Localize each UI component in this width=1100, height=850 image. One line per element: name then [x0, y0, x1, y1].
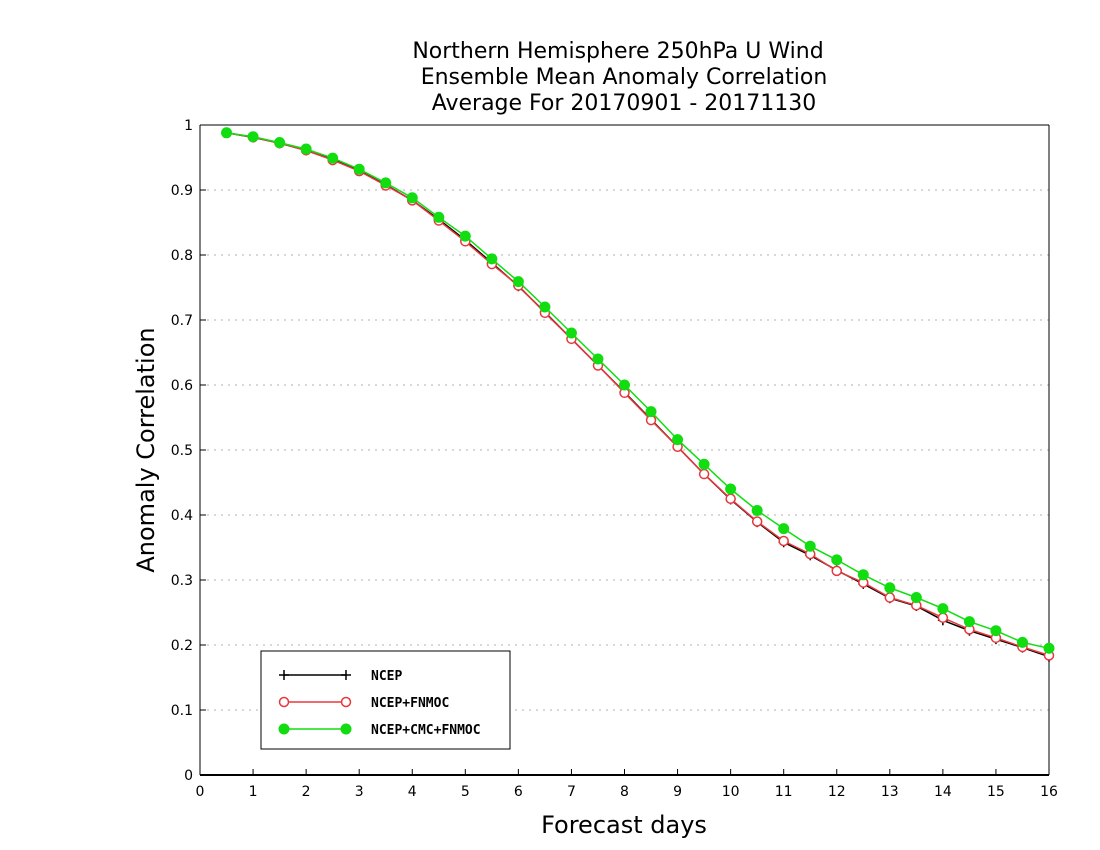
data-point [672, 434, 684, 446]
legend: NCEP NCEP+FNMOC NCEP+CMC+FNMOC [260, 650, 511, 750]
data-point [804, 540, 816, 552]
data-point [565, 327, 577, 339]
data-point [619, 379, 630, 391]
data-point [937, 603, 949, 615]
data-point [884, 592, 896, 603]
x-tick-label: 3 [355, 784, 364, 800]
legend-marker [341, 670, 351, 680]
x-tick-label: 7 [567, 784, 576, 800]
data-point [327, 152, 339, 164]
legend-item: NCEP+FNMOC [278, 696, 449, 711]
legend-label: NCEP+CMC+FNMOC [371, 723, 481, 738]
y-tick-label: 0.5 [171, 443, 193, 459]
chart-title-line-1: Northern Hemisphere 250hPa U Wind [412, 39, 823, 64]
axes: 0 1 2 3 4 5 6 7 8 9 10 11 12 13 14 15 1600.10.20.30.40.5… [171, 118, 1058, 800]
data-point [778, 535, 789, 547]
legend-label: NCEP+FNMOC [371, 696, 449, 711]
data-point [884, 582, 896, 594]
x-tick-label: 10 [722, 784, 740, 800]
legend-item: NCEP [279, 669, 402, 684]
data-point [910, 592, 922, 604]
data-series [221, 127, 1055, 662]
legend-marker [279, 670, 289, 680]
series-ncep [221, 127, 1054, 662]
x-tick-label: 8 [620, 784, 629, 800]
data-point [963, 616, 975, 628]
y-axis-label: Anomaly Correlation [132, 327, 160, 572]
legend-marker [340, 723, 352, 735]
legend-marker [278, 723, 290, 735]
data-point [539, 301, 551, 313]
data-point [406, 192, 418, 204]
y-tick-label: 0.6 [171, 378, 193, 394]
data-point [1016, 636, 1028, 648]
series-line [226, 132, 1050, 657]
data-point [380, 177, 392, 189]
legend-label: NCEP [371, 669, 402, 684]
series-ncep-cmc-fnmoc [221, 127, 1055, 654]
x-axis-label: Forecast days [541, 811, 707, 839]
y-tick-label: 0.7 [171, 313, 193, 329]
chart-title-line-2: Ensemble Mean Anomaly Correlation [421, 65, 828, 90]
data-point [433, 211, 445, 223]
y-tick-label: 0.8 [171, 248, 193, 264]
y-tick-label: 0.4 [171, 508, 193, 524]
y-tick-label: 0.9 [171, 183, 193, 199]
x-tick-label: 14 [934, 784, 952, 800]
x-tick-label: 15 [987, 784, 1005, 800]
legend-marker [278, 696, 290, 708]
data-point [274, 137, 286, 149]
data-point [751, 504, 763, 516]
x-tick-label: 16 [1040, 784, 1058, 800]
data-point [645, 406, 657, 418]
data-point [725, 483, 737, 495]
series-line [226, 132, 1050, 650]
data-point [459, 230, 471, 242]
data-point [990, 625, 1002, 637]
chart-title: Northern Hemisphere 250hPa U Wind Ensemb… [412, 39, 827, 116]
data-point [698, 458, 710, 470]
y-tick-label: 0.3 [171, 573, 193, 589]
x-tick-label: 12 [828, 784, 846, 800]
y-tick-label: 1 [184, 118, 193, 134]
x-tick-label: 1 [249, 784, 258, 800]
data-point [857, 569, 869, 581]
y-tick-label: 0 [184, 768, 193, 784]
data-point [353, 163, 365, 175]
data-point [247, 131, 259, 143]
data-point [831, 565, 842, 577]
data-point [512, 276, 524, 288]
legend-box [260, 650, 511, 750]
series-line [226, 132, 1050, 658]
x-tick-label: 2 [302, 784, 311, 800]
y-tick-label: 0.1 [171, 703, 193, 719]
y-tick-label: 0.2 [171, 638, 193, 654]
x-tick-label: 6 [514, 784, 523, 800]
data-point [221, 127, 233, 139]
gridlines [200, 189, 1049, 711]
data-point [778, 523, 790, 535]
x-tick-label: 13 [881, 784, 899, 800]
data-point [486, 253, 498, 265]
legend-item: NCEP+CMC+FNMOC [278, 723, 481, 738]
x-tick-label: 9 [673, 784, 682, 800]
x-tick-label: 0 [196, 784, 205, 800]
data-point [937, 612, 949, 623]
data-point [698, 468, 710, 480]
x-tick-label: 5 [461, 784, 470, 800]
data-point [1043, 642, 1055, 654]
data-point [751, 516, 763, 527]
legend-marker [340, 696, 352, 708]
x-tick-label: 4 [408, 784, 417, 800]
data-point [592, 353, 604, 365]
data-point [831, 554, 843, 566]
x-tick-label: 11 [775, 784, 793, 800]
data-point [725, 493, 736, 504]
data-point [300, 143, 312, 155]
chart-title-line-3: Average For 20170901 - 20171130 [432, 91, 817, 116]
